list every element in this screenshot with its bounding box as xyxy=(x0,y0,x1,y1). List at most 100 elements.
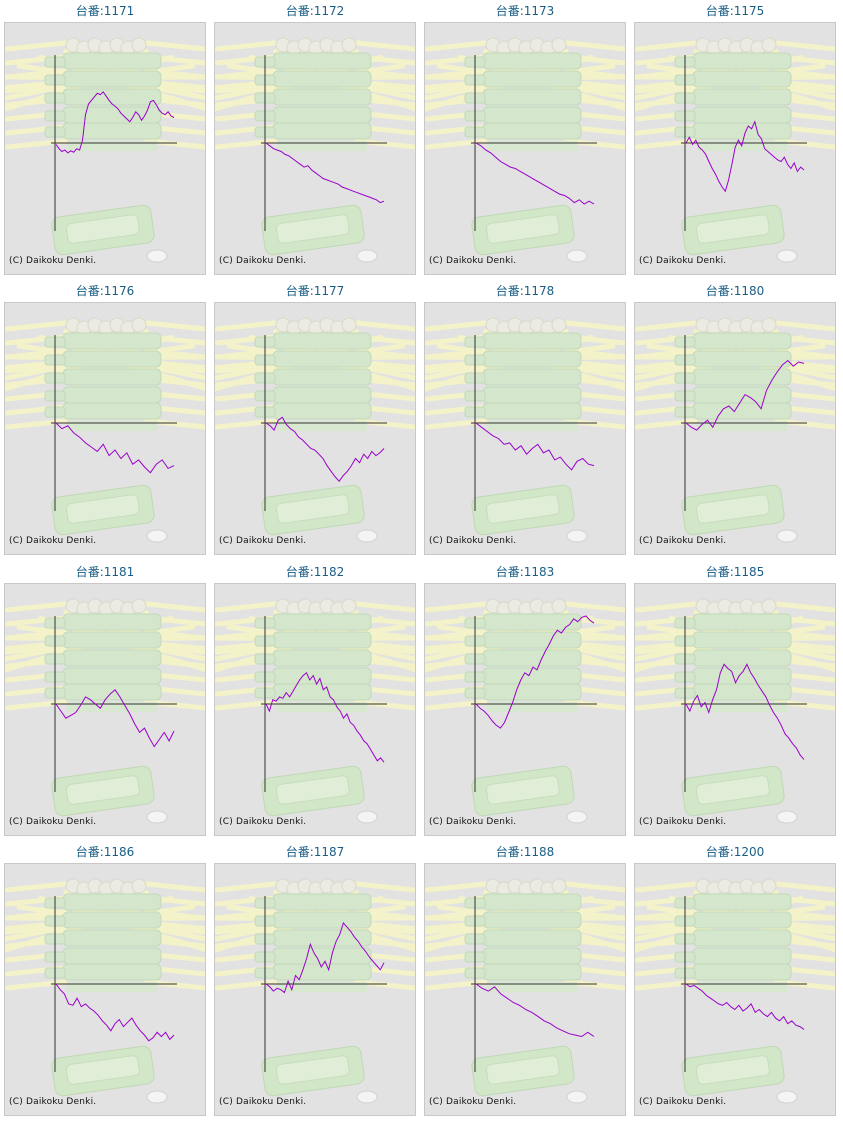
coin xyxy=(566,1090,588,1104)
box-base xyxy=(277,982,367,992)
machine-link[interactable]: 台番:1172 xyxy=(285,4,345,18)
copyright-text: (C) Daikoku Denki. xyxy=(219,1097,307,1107)
slump-graph-panel[interactable]: (C) Daikoku Denki. xyxy=(4,583,206,836)
tray-inner xyxy=(275,494,350,524)
slump-graph-panel[interactable]: (C) Daikoku Denki. xyxy=(424,583,626,836)
slump-line xyxy=(475,142,595,205)
mascot-background xyxy=(5,598,205,824)
machine-link[interactable]: 台番:1171 xyxy=(75,4,135,18)
tray-inner xyxy=(275,1055,350,1085)
mascot-background xyxy=(425,37,625,263)
machine-link[interactable]: 台番:1187 xyxy=(285,845,345,859)
machine-title: 台番:1181 xyxy=(0,564,210,580)
copyright-text: (C) Daikoku Denki. xyxy=(429,256,517,266)
box-layer xyxy=(272,929,372,947)
slump-graph-panel[interactable]: (C) Daikoku Denki. xyxy=(4,863,206,1116)
tray-inner xyxy=(65,1055,140,1085)
sun-ray xyxy=(425,979,488,991)
tray-inner xyxy=(485,775,560,805)
sun-ray xyxy=(215,40,278,52)
sun-ray xyxy=(215,881,278,893)
ball xyxy=(131,317,147,333)
coin xyxy=(776,1090,798,1104)
box-layer xyxy=(482,52,582,70)
slump-graph-panel[interactable]: (C) Daikoku Denki. xyxy=(4,302,206,555)
coin xyxy=(566,249,588,263)
tray-inner xyxy=(275,775,350,805)
slump-line xyxy=(475,615,595,729)
box-layer xyxy=(272,947,372,965)
box-layer xyxy=(692,70,792,88)
machine-card: 台番:1187 (C) Daikoku Denki. xyxy=(210,841,420,1121)
box-layer xyxy=(482,70,582,88)
slump-graph-panel[interactable]: (C) Daikoku Denki. xyxy=(634,22,836,275)
machine-link[interactable]: 台番:1183 xyxy=(495,565,555,579)
machine-link[interactable]: 台番:1181 xyxy=(75,565,135,579)
machine-title: 台番:1172 xyxy=(210,3,420,19)
machine-link[interactable]: 台番:1188 xyxy=(495,845,555,859)
machine-link[interactable]: 台番:1186 xyxy=(75,845,135,859)
copyright-text: (C) Daikoku Denki. xyxy=(429,817,517,827)
machine-link[interactable]: 台番:1185 xyxy=(705,565,765,579)
sun-ray xyxy=(774,881,835,893)
box-base xyxy=(697,421,787,431)
slump-graph-panel[interactable]: (C) Daikoku Denki. xyxy=(214,583,416,836)
slump-graph-panel[interactable]: (C) Daikoku Denki. xyxy=(424,863,626,1116)
sun-ray xyxy=(425,138,488,150)
box-base xyxy=(67,421,157,431)
slump-graph-panel[interactable]: (C) Daikoku Denki. xyxy=(214,302,416,555)
machine-link[interactable]: 台番:1177 xyxy=(285,284,345,298)
box-layer xyxy=(272,911,372,929)
machine-link[interactable]: 台番:1200 xyxy=(705,845,765,859)
box-layer xyxy=(62,122,162,140)
machine-card: 台番:1178 (C) Daikoku Denki. xyxy=(420,280,630,560)
ball xyxy=(551,317,567,333)
tray-inner xyxy=(695,775,770,805)
box-layer xyxy=(272,332,372,350)
machine-title: 台番:1200 xyxy=(630,844,840,860)
mascot-background xyxy=(5,37,205,263)
ball xyxy=(341,37,357,53)
box-layer xyxy=(482,683,582,701)
machine-link[interactable]: 台番:1178 xyxy=(495,284,555,298)
slump-graph-panel[interactable]: (C) Daikoku Denki. xyxy=(634,302,836,555)
machine-card: 台番:1171 (C) Daikoku Denki. xyxy=(0,0,210,280)
machine-card: 台番:1182 (C) Daikoku Denki. xyxy=(210,561,420,841)
slump-graph-panel[interactable]: (C) Daikoku Denki. xyxy=(214,863,416,1116)
sun-ray xyxy=(635,40,698,52)
slump-graph xyxy=(635,37,835,263)
slump-graph-panel[interactable]: (C) Daikoku Denki. xyxy=(424,22,626,275)
box-base xyxy=(277,421,367,431)
slump-graph-panel[interactable]: (C) Daikoku Denki. xyxy=(214,22,416,275)
machine-link[interactable]: 台番:1182 xyxy=(285,565,345,579)
machine-title: 台番:1185 xyxy=(630,564,840,580)
mascot-background xyxy=(215,37,415,263)
sun-ray xyxy=(635,418,698,430)
box-layer xyxy=(692,52,792,70)
copyright-text: (C) Daikoku Denki. xyxy=(639,256,727,266)
machine-link[interactable]: 台番:1180 xyxy=(705,284,765,298)
box-layer xyxy=(692,368,792,386)
ball xyxy=(761,878,777,894)
tray-inner xyxy=(65,214,140,244)
box-layer xyxy=(272,52,372,70)
box-layer xyxy=(62,893,162,911)
machine-link[interactable]: 台番:1176 xyxy=(75,284,135,298)
copyright-text: (C) Daikoku Denki. xyxy=(639,817,727,827)
box-layer xyxy=(692,963,792,981)
sun-ray xyxy=(774,601,835,613)
box-base xyxy=(277,702,367,712)
box-layer xyxy=(692,88,792,106)
slump-graph-panel[interactable]: (C) Daikoku Denki. xyxy=(634,583,836,836)
sun-ray xyxy=(425,320,488,332)
tray-inner xyxy=(485,494,560,524)
machine-title: 台番:1177 xyxy=(210,283,420,299)
sun-ray xyxy=(354,40,415,52)
slump-graph-panel[interactable]: (C) Daikoku Denki. xyxy=(424,302,626,555)
machine-title: 台番:1175 xyxy=(630,3,840,19)
machine-link[interactable]: 台番:1173 xyxy=(495,4,555,18)
slump-graph-panel[interactable]: (C) Daikoku Denki. xyxy=(634,863,836,1116)
slump-graph-panel[interactable]: (C) Daikoku Denki. xyxy=(4,22,206,275)
machine-link[interactable]: 台番:1175 xyxy=(705,4,765,18)
ball xyxy=(761,598,777,614)
